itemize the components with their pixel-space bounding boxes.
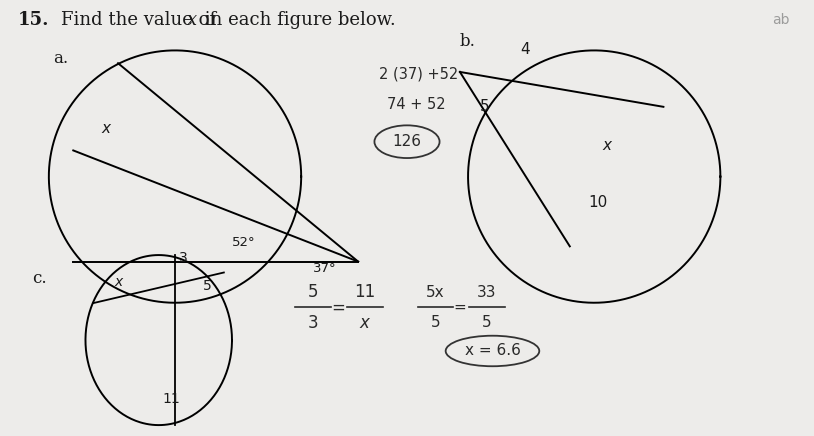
Text: 15.: 15. [18,11,50,29]
Text: Find the value of: Find the value of [61,11,221,29]
Text: x = 6.6: x = 6.6 [465,344,520,358]
Text: x: x [187,11,197,29]
Text: 52°: 52° [232,236,256,249]
Text: x: x [114,275,122,289]
Text: x: x [102,121,111,136]
Text: 4: 4 [520,42,530,58]
Text: x: x [360,313,370,332]
Text: 33: 33 [477,285,497,300]
Text: 5: 5 [482,315,492,330]
Text: in each figure below.: in each figure below. [199,11,396,29]
Text: 37°: 37° [313,262,337,276]
Text: 3: 3 [308,313,319,332]
Text: a.: a. [53,50,68,67]
Text: 3: 3 [179,251,187,265]
Text: 126: 126 [392,134,422,149]
Text: 11: 11 [162,392,180,406]
Text: 2 (37) +52: 2 (37) +52 [379,66,457,82]
Text: =: = [330,298,345,317]
Text: c.: c. [33,270,47,287]
Text: x: x [602,138,611,153]
Text: 10: 10 [589,195,608,210]
Text: 11: 11 [354,283,375,301]
Text: b.: b. [460,33,476,50]
Text: 5: 5 [479,99,489,114]
Text: 5x: 5x [427,285,444,300]
Text: =: = [453,300,466,315]
Text: 5: 5 [431,315,440,330]
Text: 5: 5 [309,283,318,301]
Text: 74 + 52: 74 + 52 [387,97,445,112]
Text: 5: 5 [204,279,212,293]
Text: ab: ab [772,13,790,27]
